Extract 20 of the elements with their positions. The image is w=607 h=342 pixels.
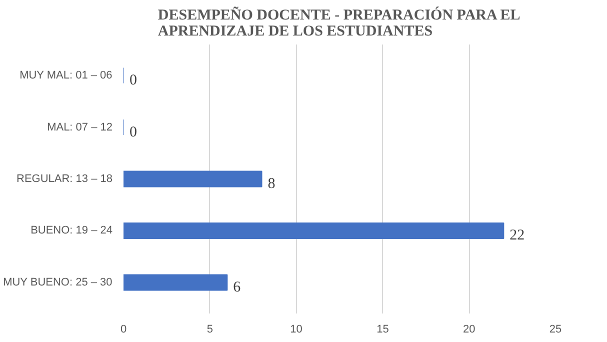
y-tick-label: MAL: 07 – 12 xyxy=(47,121,113,134)
x-tick-label: 10 xyxy=(290,324,302,336)
x-tick-label: 5 xyxy=(206,324,213,336)
y-tick-label: REGULAR: 13 – 18 xyxy=(16,173,113,185)
data-label: 0 xyxy=(130,124,137,140)
bar xyxy=(124,170,262,188)
bar xyxy=(124,274,228,291)
chart-title: DESEMPEÑO DOCENTE - PREPARACIÓN PARA EL APRENDIZAJE DE LOS ESTUDIANTES xyxy=(158,6,520,40)
data-label: 8 xyxy=(268,176,276,192)
y-tick-label: MUY BUENO: 25 – 30 xyxy=(3,276,112,288)
data-label: 22 xyxy=(510,228,525,244)
y-tick-label: BUENO: 19 – 24 xyxy=(30,224,113,237)
x-tick-label: 25 xyxy=(549,324,562,336)
bar xyxy=(124,222,504,239)
x-tick-label: 20 xyxy=(462,324,476,336)
x-tick-label: 0 xyxy=(120,324,127,336)
x-tick-label: 15 xyxy=(376,324,389,336)
data-label: 6 xyxy=(233,279,242,296)
data-label: 0 xyxy=(130,72,137,89)
y-tick-label: MUY MAL: 01 – 06 xyxy=(20,70,112,82)
